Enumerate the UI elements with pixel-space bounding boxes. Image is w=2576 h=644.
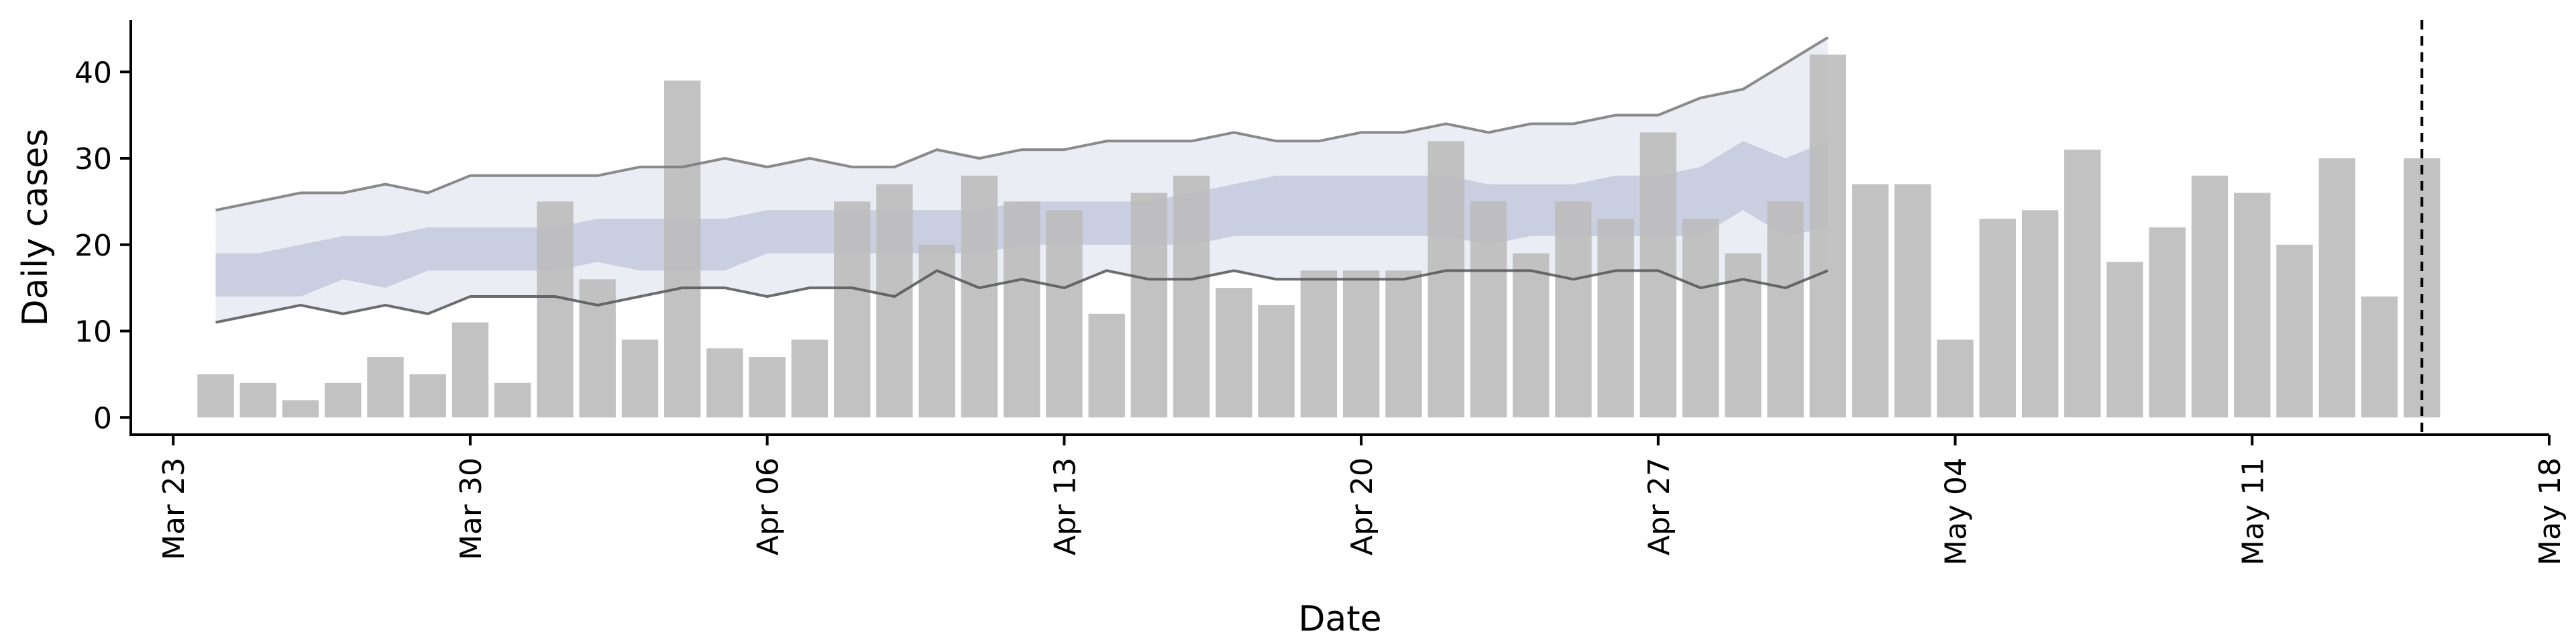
bar <box>621 339 659 418</box>
bar <box>1385 270 1422 418</box>
bar <box>1300 270 1338 418</box>
bar <box>451 322 489 418</box>
bar <box>1088 313 1125 418</box>
bar <box>1555 201 1592 418</box>
bar <box>1937 339 1974 418</box>
bar <box>1470 201 1507 418</box>
bar <box>664 80 701 418</box>
bar <box>834 201 871 418</box>
bar <box>537 201 574 418</box>
x-tick-label: Apr 27 <box>1642 458 1676 555</box>
bar <box>918 244 955 418</box>
bar <box>494 382 531 418</box>
bar <box>1725 253 1762 418</box>
bar <box>1682 219 1719 418</box>
bar <box>2191 175 2229 418</box>
bar <box>409 374 446 418</box>
bar-series <box>197 54 2440 418</box>
x-axis-label: Date <box>1298 599 1381 639</box>
y-axis-label: Daily cases <box>15 129 56 327</box>
bar <box>876 184 913 418</box>
x-tick-label: May 11 <box>2236 458 2270 566</box>
y-tick-label: 30 <box>74 142 112 176</box>
x-tick-label: May 18 <box>2533 458 2567 566</box>
y-tick-label: 40 <box>74 56 112 90</box>
bar <box>1851 184 1889 418</box>
bar <box>197 374 234 418</box>
x-tick-label: Apr 13 <box>1048 458 1082 555</box>
bar <box>1894 184 1931 418</box>
bar <box>239 382 276 418</box>
bar <box>1004 201 1040 418</box>
bar <box>1258 305 1295 418</box>
bar <box>2021 210 2059 418</box>
bar <box>1216 288 1252 418</box>
bar <box>2149 227 2186 418</box>
axes <box>129 20 2549 436</box>
x-tick-label: Mar 30 <box>454 458 488 560</box>
bar <box>1512 253 1550 418</box>
bar <box>2106 262 2143 418</box>
bar <box>282 400 319 418</box>
y-tick-label: 20 <box>74 229 112 263</box>
upper-bound-line <box>215 36 1829 212</box>
x-tick-label: Apr 06 <box>751 458 786 555</box>
bar <box>1428 141 1464 418</box>
lower-bound-line <box>215 269 1829 324</box>
bar <box>961 175 998 418</box>
bar <box>367 357 404 418</box>
bar <box>2276 244 2313 418</box>
bar <box>2361 297 2398 418</box>
bar <box>1342 270 1380 418</box>
y-tick-label: 10 <box>74 315 112 350</box>
bar <box>2318 158 2355 418</box>
bar <box>1809 54 1846 418</box>
y-tick-label: 0 <box>93 401 112 435</box>
bar <box>1767 201 1804 418</box>
bar <box>1979 219 2016 418</box>
bar <box>2064 150 2101 418</box>
bar <box>325 382 362 418</box>
bar <box>706 348 743 418</box>
bar <box>1597 219 1634 418</box>
bar <box>1173 175 1210 418</box>
bar <box>791 339 828 418</box>
y-axis-ticks: 0 10 20 30 40 <box>74 56 131 435</box>
x-tick-label: Mar 23 <box>157 458 191 560</box>
forecast-bound-lines <box>215 36 1829 324</box>
bar <box>1046 210 1083 418</box>
x-tick-label: May 04 <box>1939 458 1974 566</box>
bar <box>749 357 786 418</box>
bar <box>2234 193 2271 418</box>
x-tick-label: Apr 20 <box>1345 458 1379 555</box>
x-axis-ticks: Mar 23 Mar 30 Apr 06 Apr 13 Apr 20 Apr 27 May … <box>157 435 2567 566</box>
bar <box>579 279 616 418</box>
bar <box>1130 193 1168 418</box>
